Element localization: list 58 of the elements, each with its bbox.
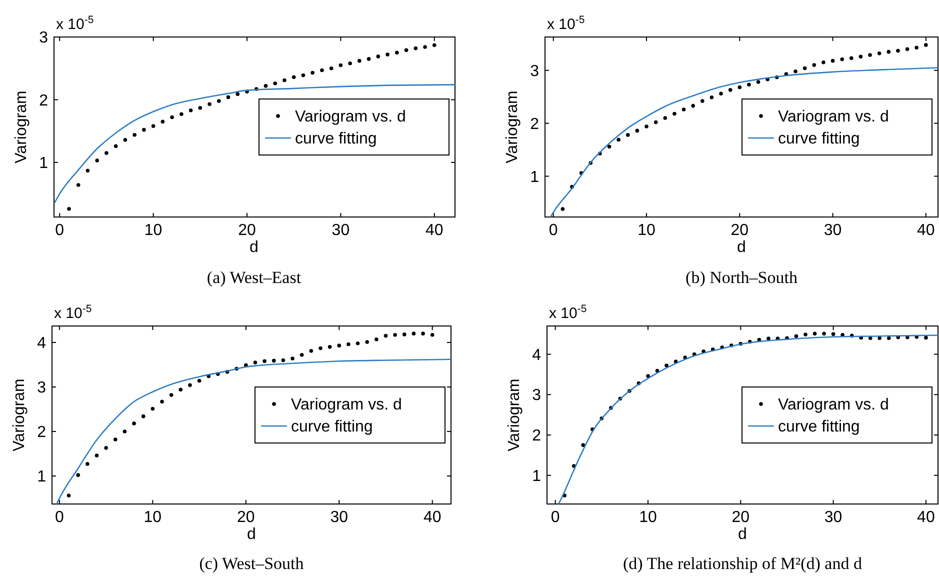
x-tick-label: 0 (55, 509, 64, 526)
text: x 10$^{-5}$ (56, 14, 94, 33)
legend-label: Variogram vs. d (778, 108, 889, 126)
legend-label: curve fitting (291, 418, 373, 436)
y-tick-label: 1 (532, 468, 542, 485)
x-axis-title: d (738, 526, 747, 543)
y-tick-label: 4 (532, 346, 542, 364)
y-tick-label: 1 (37, 468, 46, 486)
legend-label: curve fitting (778, 418, 860, 436)
x-tick-label: 10 (144, 222, 162, 239)
y-tick-label: 2 (39, 92, 48, 110)
x-axis-title: d (247, 526, 256, 543)
x-tick-label: 20 (238, 222, 256, 239)
text: x 10$^{-5}$ (547, 14, 585, 33)
x-tick-label: 0 (55, 222, 64, 239)
y-axis-title: Variogram (506, 378, 523, 452)
y-tick-label: 1 (39, 155, 48, 172)
y-axis-title: Variogram (11, 378, 28, 452)
y-tick-label: 2 (530, 116, 540, 133)
x-axis-title: d (737, 239, 746, 256)
x-axis-title: d (250, 239, 258, 256)
y-tick-label: 3 (532, 387, 542, 404)
x-tick-label: 20 (237, 509, 255, 526)
y-tick-label: 1 (530, 168, 540, 186)
x-tick-label: 30 (332, 222, 350, 239)
x-tick-label: 40 (917, 509, 935, 526)
x-tick-label: 0 (548, 222, 558, 239)
y-tick-label: 4 (37, 335, 46, 352)
y-tick-label: 2 (532, 428, 542, 445)
x-tick-label: 10 (144, 509, 162, 526)
x-tick-label: 30 (824, 222, 842, 239)
x-tick-label: 40 (423, 509, 442, 526)
x-tick-label: 30 (330, 509, 348, 526)
legend-label: Variogram vs. d (291, 396, 402, 414)
x-tick-label: 20 (732, 509, 750, 526)
legend-label: Variogram vs. d (778, 396, 889, 414)
legend-label: curve fitting (295, 130, 377, 148)
y-tick-label: 3 (39, 30, 48, 47)
x-tick-label: 10 (639, 509, 657, 526)
text: (d) The relationship of M²(d) and d (623, 554, 862, 573)
y-axis-title: Variogram (13, 90, 30, 164)
y-tick-label: 3 (37, 380, 46, 397)
x-tick-label: 30 (824, 509, 842, 526)
x-tick-label: 40 (425, 222, 444, 239)
legend-label: Variogram vs. d (295, 108, 406, 126)
x-tick-label: 40 (916, 222, 935, 239)
y-axis-title: Variogram (504, 90, 521, 164)
text: (b) North–South (686, 268, 798, 287)
x-tick-label: 0 (550, 509, 560, 526)
legend-label: curve fitting (778, 130, 860, 148)
x-tick-label: 20 (730, 222, 749, 239)
text: (c) West–South (199, 554, 304, 573)
text: (a) West–East (206, 268, 302, 287)
x-tick-label: 10 (638, 222, 656, 239)
text: x 10$^{-5}$ (549, 303, 587, 322)
y-tick-label: 3 (530, 62, 540, 80)
text: x 10$^{-5}$ (54, 303, 92, 322)
y-tick-label: 2 (37, 424, 46, 442)
